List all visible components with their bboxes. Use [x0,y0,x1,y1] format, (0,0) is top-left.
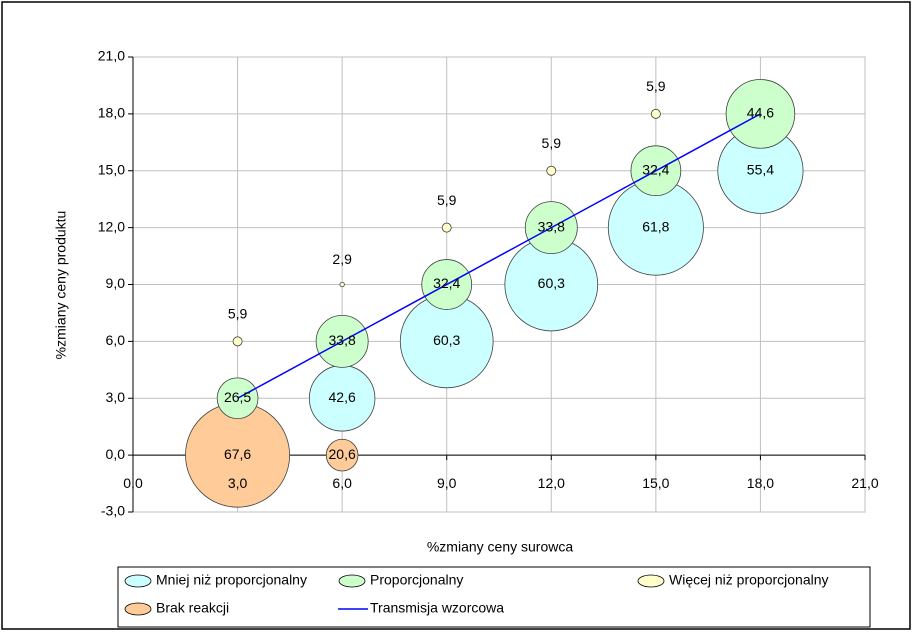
bubble [339,281,345,288]
bubble [546,165,557,176]
data-label: 67,6 [224,446,251,462]
reference-line [237,113,761,399]
data-label: 32,4 [642,161,669,177]
x-tick-label: 3,0 [228,475,248,491]
x-tick-label: 12,0 [538,475,565,491]
x-axis-title: %zmiany ceny surowca [427,539,573,555]
data-label: 42,6 [329,389,356,405]
data-label: 5,9 [437,192,457,208]
x-tick-label: 18,0 [747,475,774,491]
x-tick-label: 15,0 [642,475,669,491]
legend-swatch [637,574,665,588]
legend-swatch [124,574,152,588]
legend-label: Transmisja wzorcowa [370,600,504,616]
data-label: 61,8 [642,218,669,234]
data-label: 2,9 [332,251,352,267]
data-label: 33,8 [538,218,565,234]
y-tick-label: 12,0 [98,218,125,234]
data-label: 5,9 [646,78,666,94]
data-label: 55,4 [747,161,774,177]
x-tick-label: 0,0 [123,475,143,491]
data-label: 44,6 [747,105,774,121]
bubble [441,222,452,233]
data-label: 60,3 [538,275,565,291]
legend-swatch [124,602,152,616]
bubble [650,108,661,119]
x-tick-label: 21,0 [851,475,878,491]
y-tick-label: 0,0 [106,446,126,462]
legend-label: Więcej niż proporcjonalny [669,572,829,588]
y-axis-title: %zmiany ceny produktu [53,211,69,360]
data-label: 5,9 [542,135,562,151]
bubble [232,336,243,347]
y-tick-label: -3,0 [101,503,125,519]
y-tick-label: 3,0 [106,389,126,405]
data-label: 32,4 [433,275,460,291]
x-tick-label: 6,0 [332,475,352,491]
legend-swatch [338,574,366,588]
y-tick-label: 6,0 [106,332,126,348]
data-label: 26,5 [224,389,251,405]
y-tick-label: 21,0 [98,48,125,64]
legend-label: Brak reakcji [156,600,229,616]
legend-label: Mniej niż proporcjonalny [156,572,307,588]
y-tick-label: 18,0 [98,105,125,121]
x-tick-label: 9,0 [437,475,457,491]
legend [117,566,871,628]
data-label: 20,6 [329,446,356,462]
data-label: 60,3 [433,332,460,348]
bubble [325,438,359,472]
legend-label: Proporcjonalny [370,572,463,588]
data-label: 33,8 [329,332,356,348]
y-tick-label: 15,0 [98,161,125,177]
y-tick-label: 9,0 [106,275,126,291]
data-label: 5,9 [228,306,248,322]
